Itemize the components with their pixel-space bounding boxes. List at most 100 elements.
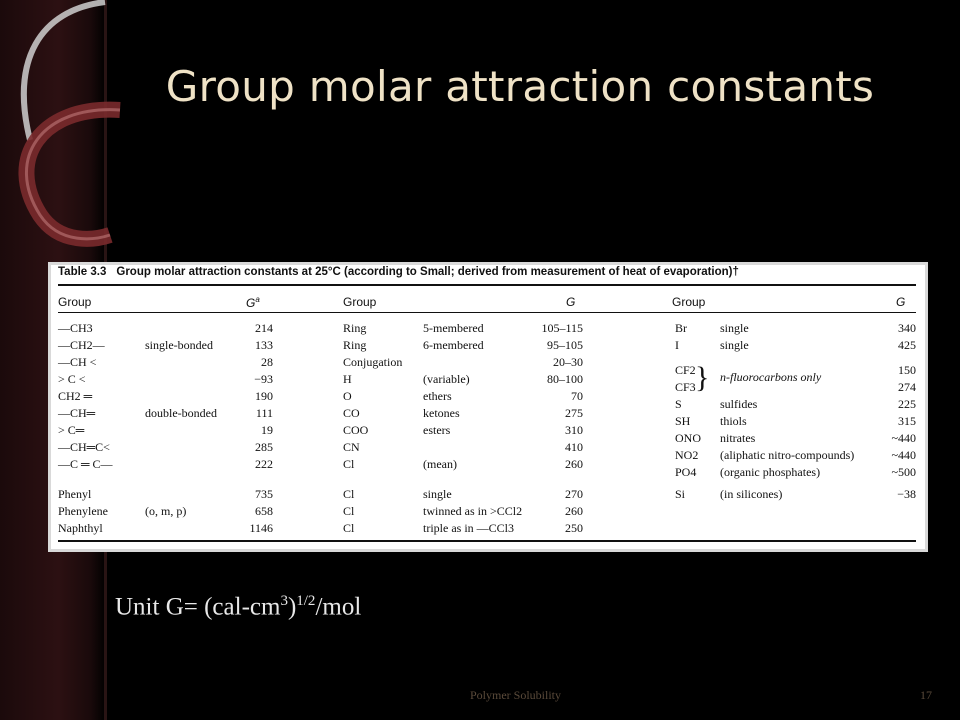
col3-g-value: 340 — [898, 321, 916, 335]
header-g-2: G — [566, 295, 576, 309]
col3-g-value: 225 — [898, 397, 916, 411]
col1-note-cell: double-bonded — [145, 406, 217, 420]
col2-g-value: 250 — [565, 521, 583, 535]
col1-g-value: 19 — [261, 423, 273, 437]
header-group-1: Group — [58, 295, 92, 309]
col3-group-cell: Si — [675, 487, 686, 501]
col3-note-cell: nitrates — [720, 431, 756, 445]
col2-note-cell: (mean) — [423, 457, 457, 471]
footer-title: Polymer Solubility — [470, 688, 562, 702]
table-caption-text: Group molar attraction constants at 25°C… — [116, 266, 739, 278]
col3-note-cell: single — [720, 321, 749, 335]
col1-g-value: 1146 — [249, 521, 273, 535]
col1-g-value: −93 — [254, 372, 273, 386]
col1-group-cell: —CH2— — [58, 338, 105, 352]
col1-group-cell: —CH3 — [58, 321, 93, 335]
col1-note-cell: (o, m, p) — [145, 504, 187, 518]
col3-group-cell: SH — [675, 414, 691, 428]
col3-group-cell: S — [675, 397, 682, 411]
col3-g-value: 425 — [898, 338, 916, 352]
col3-g-value: −38 — [897, 487, 916, 501]
col3-note-cell: (organic phosphates) — [720, 465, 821, 479]
col2-note-cell: triple as in —CCl3 — [423, 521, 514, 535]
col2-note-cell: 6-membered — [423, 338, 484, 352]
col1-g-value: 190 — [255, 389, 273, 403]
col1-group-cell: > C < — [58, 372, 86, 386]
col3-note-cell: (in silicones) — [720, 487, 783, 501]
col2-group-cell: H — [343, 372, 352, 386]
col1-g-value: 28 — [261, 355, 273, 369]
header-g-1: Ga — [246, 295, 260, 310]
col1-group-cell: Phenyl — [58, 487, 92, 501]
col2-g-value: 80–100 — [547, 372, 583, 386]
col2-note-cell: (variable) — [423, 372, 470, 386]
col3-group-cell: I — [675, 338, 679, 352]
col2-group-cell: Ring — [343, 321, 367, 335]
col2-group-cell: COO — [343, 423, 369, 437]
col1-g-value: 285 — [255, 440, 273, 454]
unit-label: Unit G= (cal-cm3)1/2/mol — [115, 593, 362, 621]
header-group-2: Group — [343, 295, 377, 309]
cf-note: n-fluorocarbons only — [720, 370, 822, 384]
col1-group-cell: —CH < — [58, 355, 97, 369]
slide-title: Group molar attraction constants — [165, 62, 875, 111]
col1-group-cell: > C═ — [58, 423, 85, 437]
col2-g-value: 410 — [565, 440, 583, 454]
col1-group-cell: —CH═ — [58, 406, 96, 420]
col2-g-value: 310 — [565, 423, 583, 437]
cf-brace: } — [695, 361, 710, 394]
col2-group-cell: Ring — [343, 338, 367, 352]
col2-note-cell: 5-membered — [423, 321, 484, 335]
col2-note-cell: esters — [423, 423, 451, 437]
col1-group-cell: —C ═ C— — [58, 457, 113, 471]
col3-group-cell: ONO — [675, 431, 701, 445]
col2-note-cell: twinned as in >CCl2 — [423, 504, 523, 518]
col3-group-cell: PO4 — [675, 465, 697, 479]
col2-group-cell: Cl — [343, 487, 355, 501]
col3-note-cell: (aliphatic nitro-compounds) — [720, 448, 855, 462]
col1-group-cell: Phenylene — [58, 504, 108, 518]
col1-g-value: 658 — [255, 504, 273, 518]
col2-group-cell: O — [343, 389, 352, 403]
page-number: 17 — [920, 688, 932, 702]
col2-note-cell: ketones — [423, 406, 460, 420]
col3-group-cell: CF2 — [675, 363, 696, 377]
col3-g-value: ~440 — [891, 448, 917, 462]
col1-group-cell: CH2 ═ — [58, 389, 93, 403]
col3-g-value: 150 — [898, 363, 916, 377]
col1-g-value: 133 — [255, 338, 273, 352]
table-bottom-rule — [58, 540, 916, 542]
col2-g-value: 260 — [565, 457, 583, 471]
col1-g-value: 111 — [255, 406, 273, 420]
col3-note-cell: sulfides — [720, 397, 758, 411]
table-caption: Table 3.3 Group molar attraction constant… — [58, 266, 739, 278]
col3-note-cell: thiols — [720, 414, 747, 428]
header-g-3: G — [896, 295, 906, 309]
col3-note-cell: single — [720, 338, 749, 352]
col2-group-cell: CN — [343, 440, 360, 454]
col3-group-cell: NO2 — [675, 448, 699, 462]
col2-g-value: 20–30 — [553, 355, 583, 369]
table-top-rule — [58, 284, 916, 286]
col3-g-value: 274 — [898, 380, 916, 394]
col2-g-value: 105–115 — [541, 321, 583, 335]
col1-g-value: 214 — [255, 321, 273, 335]
table-number: Table 3.3 — [58, 266, 107, 278]
col2-g-value: 270 — [565, 487, 583, 501]
col2-g-value: 275 — [565, 406, 583, 420]
col1-group-cell: —CH═C< — [58, 440, 110, 454]
col2-group-cell: Cl — [343, 521, 355, 535]
col2-g-value: 70 — [571, 389, 583, 403]
table-image: Table 3.3 Group molar attraction constant… — [48, 262, 928, 552]
col2-note-cell: ethers — [423, 389, 452, 403]
col3-group-cell: Br — [675, 321, 687, 335]
col3-g-value: ~500 — [891, 465, 917, 479]
swirl-decoration — [18, 0, 121, 247]
col2-group-cell: Cl — [343, 504, 355, 518]
col1-group-cell: Naphthyl — [58, 521, 103, 535]
col2-note-cell: single — [423, 487, 452, 501]
col2-group-cell: Conjugation — [343, 355, 403, 369]
table-header-rule — [58, 312, 916, 313]
col3-g-value: 315 — [898, 414, 916, 428]
